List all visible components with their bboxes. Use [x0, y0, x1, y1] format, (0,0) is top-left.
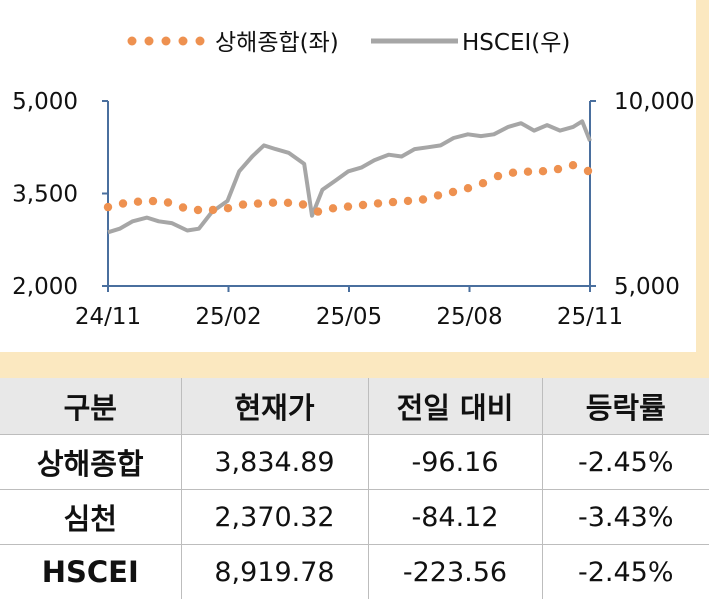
row-name: 심천 [0, 490, 181, 545]
y-left-tick-label: 5,000 [12, 89, 78, 115]
header-rate: 등락률 [542, 378, 709, 435]
shanghai-series-point [359, 201, 367, 209]
shanghai-series-point [329, 204, 337, 212]
row-price: 2,370.32 [181, 490, 368, 545]
shanghai-series-point [194, 206, 202, 214]
shanghai-series-point [554, 165, 562, 173]
shanghai-series-point [509, 169, 517, 177]
shanghai-series-point [134, 198, 142, 206]
shanghai-series-point [149, 197, 157, 205]
header-category: 구분 [0, 378, 181, 435]
line-chart: 2,000 3,500 5,000 5,000 10,000 24/11 25/02 25/0… [0, 0, 709, 352]
table-header-row: 구분 현재가 전일 대비 등락률 [0, 378, 709, 435]
x-tick-label: 25/02 [195, 304, 261, 330]
shanghai-series-point [389, 198, 397, 206]
x-tick-label: 25/08 [436, 304, 502, 330]
x-tick-label: 24/11 [75, 304, 141, 330]
shanghai-series-point [434, 191, 442, 199]
header-price: 현재가 [181, 378, 368, 435]
row-rate: -3.43% [542, 490, 709, 545]
legend-hscei-label: HSCEI(우) [462, 30, 570, 56]
hscei-series-line [108, 121, 590, 232]
y-left-tick-label: 2,000 [12, 274, 78, 300]
decorative-strip [0, 352, 709, 378]
row-change: -84.12 [368, 490, 542, 545]
legend-shanghai-marker [128, 37, 137, 46]
row-name: 상해종합 [0, 435, 181, 490]
shanghai-series-point [284, 199, 292, 207]
shanghai-series-point [254, 199, 262, 207]
shanghai-series-point [209, 206, 217, 214]
shanghai-series-point [239, 200, 247, 208]
shanghai-series-point [179, 203, 187, 211]
shanghai-series-point [584, 167, 592, 175]
shanghai-series-point [224, 204, 232, 212]
legend-shanghai-marker [162, 37, 171, 46]
shanghai-series-point [119, 199, 127, 207]
shanghai-series-point [569, 161, 577, 169]
table-row: 상해종합 3,834.89 -96.16 -2.45% [0, 435, 709, 490]
header-change: 전일 대비 [368, 378, 542, 435]
table-row: 심천 2,370.32 -84.12 -3.43% [0, 490, 709, 545]
shanghai-series-point [464, 184, 472, 192]
shanghai-series-point [314, 207, 322, 215]
shanghai-series-point [104, 203, 112, 211]
shanghai-series-point [374, 199, 382, 207]
shanghai-series-point [494, 172, 502, 180]
shanghai-series-point [479, 179, 487, 187]
shanghai-series-point [164, 198, 172, 206]
shanghai-series-point [449, 188, 457, 196]
row-change: -96.16 [368, 435, 542, 490]
shanghai-series-point [524, 168, 532, 176]
decorative-border [696, 0, 709, 378]
y-right-tick-label: 5,000 [614, 274, 680, 300]
shanghai-series-point [419, 195, 427, 203]
chart-area: 2,000 3,500 5,000 5,000 10,000 24/11 25/02 25/0… [0, 0, 709, 352]
legend-shanghai-label: 상해종합(좌) [215, 30, 339, 56]
shanghai-series-point [344, 202, 352, 210]
y-left-tick-label: 3,500 [12, 182, 78, 208]
y-right-tick-label: 10,000 [614, 89, 694, 115]
legend-shanghai-marker [145, 37, 154, 46]
summary-table: 구분 현재가 전일 대비 등락률 상해종합 3,834.89 -96.16 -2… [0, 378, 709, 599]
shanghai-series-point [404, 197, 412, 205]
x-tick-label: 25/05 [316, 304, 382, 330]
x-tick-label: 25/11 [557, 304, 623, 330]
legend-shanghai-marker [179, 37, 188, 46]
shanghai-series-point [269, 199, 277, 207]
row-rate: -2.45% [542, 435, 709, 490]
legend-shanghai-marker [196, 37, 205, 46]
shanghai-series-point [299, 200, 307, 208]
row-price: 3,834.89 [181, 435, 368, 490]
shanghai-series-point [539, 167, 547, 175]
